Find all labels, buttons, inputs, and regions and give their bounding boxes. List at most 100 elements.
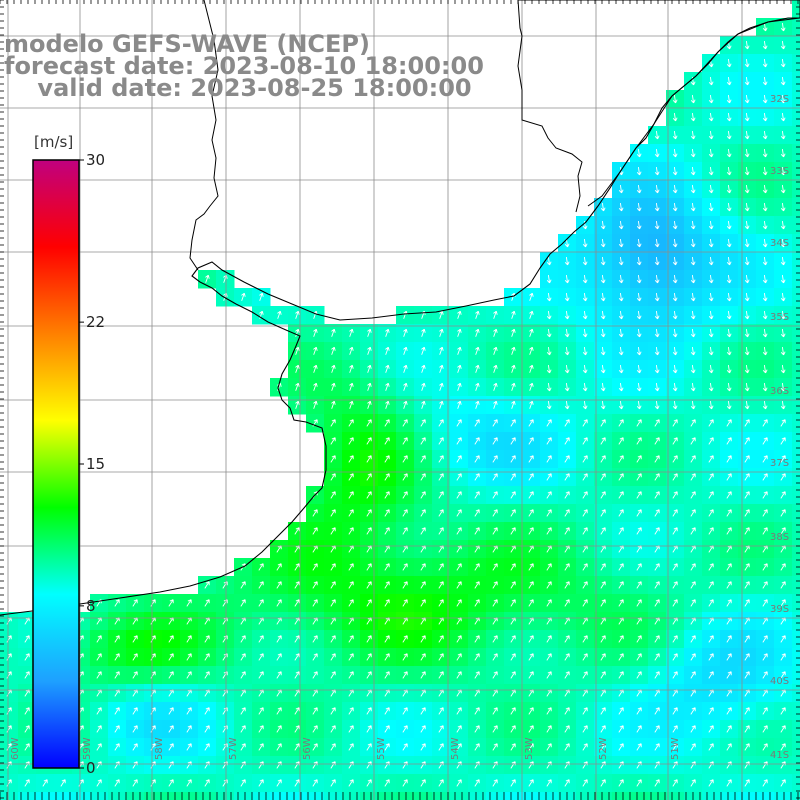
wind-arrow — [744, 130, 750, 140]
wind-arrow — [312, 653, 318, 661]
wind-arrow — [690, 364, 696, 374]
wind-arrow — [546, 653, 552, 661]
wind-arrow — [474, 527, 480, 535]
wind-arrow — [744, 184, 750, 194]
wind-arrow — [474, 599, 480, 607]
wind-arrow — [582, 382, 588, 392]
wind-arrow — [24, 653, 30, 661]
wind-arrow — [474, 491, 480, 499]
wind-arrow — [348, 779, 354, 787]
wind-arrow — [438, 779, 444, 787]
wind-arrow — [510, 527, 516, 535]
wind-arrow — [114, 743, 120, 751]
wind-arrow — [384, 491, 390, 499]
wind-arrow — [600, 473, 606, 481]
wind-arrow — [420, 455, 426, 463]
wind-arrow — [780, 94, 786, 104]
wind-arrow — [582, 256, 588, 266]
wind-arrow — [708, 779, 714, 787]
wind-arrow — [654, 473, 660, 481]
wind-arrow — [564, 599, 570, 607]
wind-arrow — [456, 455, 462, 463]
wind-arrow — [726, 112, 732, 122]
wind-arrow — [744, 509, 750, 517]
wind-arrow — [744, 437, 750, 445]
wind-arrow — [528, 743, 534, 751]
wind-arrow — [546, 671, 552, 679]
wind-arrow — [654, 563, 660, 571]
wind-arrow — [294, 653, 300, 661]
wind-arrow — [726, 491, 732, 499]
wind-arrow — [618, 419, 624, 427]
wind-arrow — [258, 635, 264, 643]
wind-arrow — [529, 346, 534, 355]
wind-arrow — [168, 761, 174, 769]
wind-arrow — [510, 473, 516, 481]
wind-arrow — [708, 725, 714, 733]
wind-arrow — [654, 382, 660, 392]
wind-arrow — [384, 779, 390, 787]
lat-label: 41S — [770, 750, 789, 761]
wind-arrow — [529, 292, 534, 301]
wind-arrow — [780, 527, 786, 535]
wind-arrow — [258, 653, 264, 661]
wind-arrow — [438, 635, 444, 643]
wind-speed-cell — [288, 792, 307, 800]
wind-arrow — [762, 58, 768, 68]
wind-arrow — [528, 653, 534, 661]
wind-arrow — [456, 743, 462, 751]
wind-arrow — [762, 725, 768, 733]
wind-arrow — [636, 563, 642, 571]
wind-arrow — [780, 364, 786, 374]
wind-arrow — [331, 400, 336, 409]
wind-arrow — [529, 310, 534, 319]
wind-arrow — [672, 148, 678, 158]
wind-speed-cell — [792, 396, 800, 415]
wind-arrow — [294, 725, 300, 733]
wind-arrow — [348, 455, 354, 463]
wind-speed-cell — [144, 792, 163, 800]
wind-arrow — [744, 563, 750, 571]
wind-arrow — [582, 455, 588, 463]
wind-arrow — [654, 310, 660, 320]
wind-arrow — [600, 328, 606, 338]
wind-speed-cell — [792, 324, 800, 343]
wind-arrow — [780, 581, 786, 589]
forecast-date: forecast date: 2023-08-10 18:00:00 — [4, 52, 484, 80]
wind-arrow — [420, 491, 426, 499]
wind-arrow — [564, 491, 570, 499]
lon-label: 55W — [376, 737, 387, 760]
wind-arrow — [600, 491, 606, 499]
wind-arrow — [726, 58, 732, 68]
wind-arrow — [582, 346, 588, 356]
wind-arrow — [726, 725, 732, 733]
wind-speed-cell — [666, 792, 685, 800]
wind-speed-cell — [468, 792, 487, 800]
wind-arrow — [132, 671, 138, 679]
wind-arrow — [744, 779, 750, 787]
wind-arrow — [258, 599, 264, 607]
wind-arrow — [708, 364, 714, 374]
wind-arrow — [240, 743, 246, 751]
wind-arrow — [780, 635, 786, 643]
wind-arrow — [312, 581, 318, 589]
wind-arrow — [708, 455, 714, 463]
lon-label: 52W — [598, 737, 609, 760]
wind-arrow — [564, 256, 570, 266]
grid-labels: 32S 33S 34S 35S 36S 37S 38S 39S 40S 41S 60W 59W 58W 5… — [10, 94, 789, 761]
wind-arrow — [294, 581, 300, 589]
wind-arrow — [636, 292, 642, 302]
wind-arrow — [384, 725, 390, 733]
wind-arrow — [672, 292, 678, 302]
wind-arrow — [511, 346, 516, 355]
wind-arrow — [780, 382, 786, 392]
wind-arrow — [726, 184, 732, 194]
wind-arrow — [456, 527, 462, 535]
wind-arrow — [690, 94, 696, 104]
wind-arrow — [240, 581, 246, 589]
lat-label: 32S — [770, 94, 789, 105]
wind-arrow — [438, 761, 444, 769]
wind-arrow — [438, 473, 444, 481]
wind-speed-cell — [792, 594, 800, 613]
wind-arrow — [744, 310, 750, 320]
